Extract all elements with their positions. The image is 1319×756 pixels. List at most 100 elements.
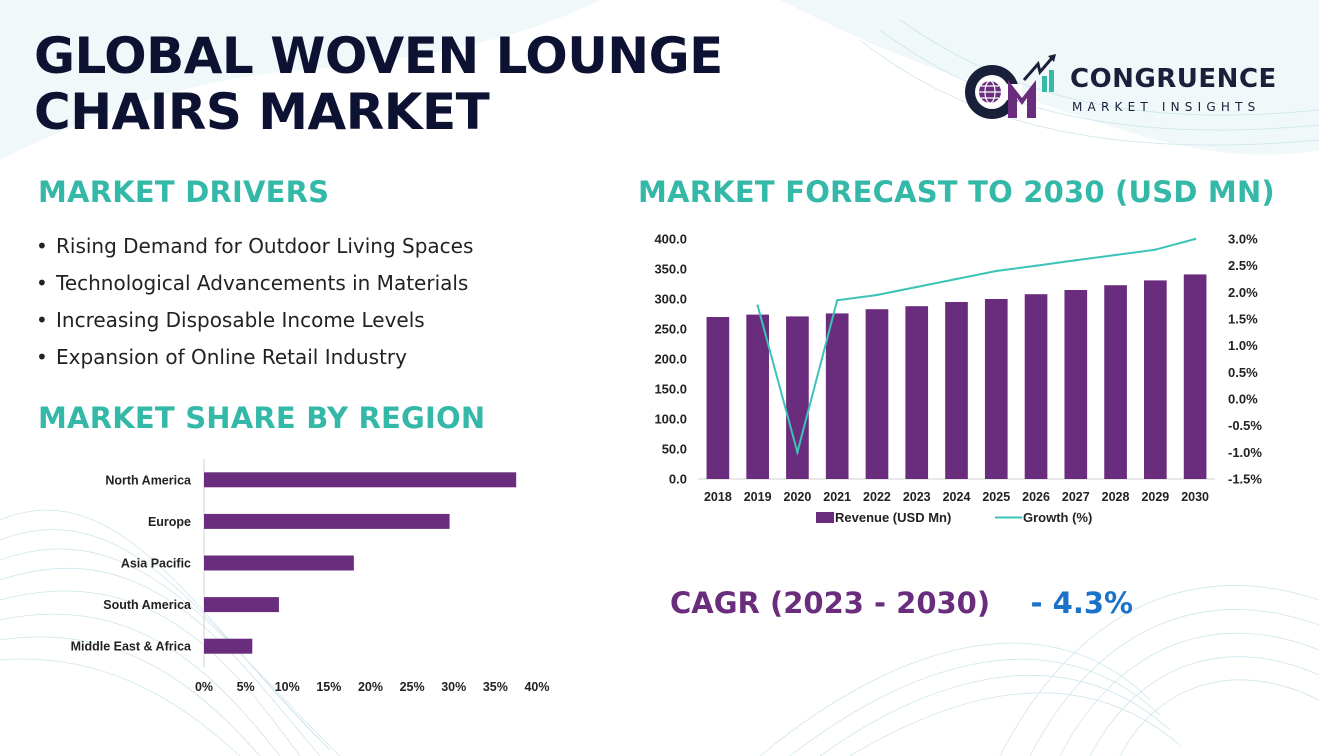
cagr-label: CAGR (2023 - 2030) [670, 586, 991, 620]
page-title: GLOBAL WOVEN LOUNGE CHAIRS MARKET [34, 28, 723, 140]
forecast-chart: 0.0 50.0 100.0 150.0 200.0 250.0 300.0 350.0 400… [654, 232, 1262, 526]
forecast-x-tick-label: 2020 [784, 490, 812, 504]
region-x-tick-label: 5% [237, 680, 255, 694]
growth-line [756, 238, 1196, 457]
growth-point [1154, 248, 1157, 251]
forecast-y-tick-label: 0.0 [669, 472, 687, 487]
growth-point [915, 285, 918, 289]
driver-text: Increasing Disposable Income Levels [56, 308, 425, 332]
driver-item: • Technological Advancements in Materials [36, 269, 473, 306]
forecast-y-tick-label: 100.0 [654, 412, 687, 427]
region-x-tick-label: 15% [316, 680, 341, 694]
region-x-tick-label: 25% [400, 680, 425, 694]
logo-tagline: MARKET INSIGHTS [1072, 100, 1261, 114]
legend-revenue-swatch [816, 512, 834, 523]
cagr-callout: CAGR (2023 - 2030) - 4.3% [670, 586, 1133, 620]
market-drivers-list: • Rising Demand for Outdoor Living Spaces… [36, 232, 473, 380]
region-x-tick-label: 10% [275, 680, 300, 694]
forecast-x-tick-label: 2026 [1022, 490, 1050, 504]
forecast-y2-tick-label: -1.5% [1228, 472, 1262, 487]
revenue-bar [746, 314, 769, 479]
growth-point [1034, 264, 1038, 267]
forecast-x-tick-label: 2028 [1102, 490, 1130, 504]
revenue-bar [1183, 274, 1207, 479]
cagr-value: - 4.3% [1030, 586, 1134, 620]
driver-text: Rising Demand for Outdoor Living Spaces [56, 234, 474, 258]
revenue-bar [825, 313, 849, 479]
bullet-icon: • [36, 308, 48, 332]
legend-growth-label: Growth (%) [1023, 510, 1092, 525]
bullet-icon: • [36, 234, 48, 258]
forecast-x-tick-label: 2030 [1181, 490, 1209, 504]
forecast-x-tick-label: 2027 [1062, 490, 1090, 504]
forecast-y2-tick-label: -1.0% [1228, 445, 1262, 460]
region-bar [204, 555, 354, 571]
growth-point [875, 293, 879, 297]
driver-item: • Increasing Disposable Income Levels [36, 306, 473, 343]
region-bar [204, 597, 279, 613]
region-x-tick-label: 35% [483, 680, 508, 694]
forecast-y2-tick-label: 1.5% [1228, 312, 1258, 327]
region-x-tick-label: 30% [441, 680, 466, 694]
forecast-y2-tick-label: 3.0% [1228, 232, 1258, 247]
region-category-label: Middle East & Africa [71, 640, 192, 654]
growth-point [955, 277, 958, 281]
logo-name: CONGRUENCE [1070, 64, 1277, 94]
forecast-x-tick-label: 2024 [943, 490, 971, 504]
logo-mark-icon [965, 54, 1056, 119]
revenue-bar [1024, 294, 1048, 479]
growth-point [835, 299, 839, 302]
revenue-bar [1064, 290, 1088, 479]
region-category-label: North America [105, 473, 192, 487]
region-category-label: South America [103, 598, 192, 612]
region-x-tick-label: 0% [195, 680, 213, 694]
bullet-icon: • [36, 345, 48, 369]
company-logo: CONGRUENCE MARKET INSIGHTS [962, 50, 1292, 122]
bullet-icon: • [36, 271, 48, 295]
region-share-chart: North America Europe Asia Pacific South Ame… [71, 459, 550, 694]
revenue-bar [1104, 285, 1127, 479]
growth-point [995, 269, 998, 273]
forecast-y2-tick-label: -0.5% [1228, 418, 1262, 433]
region-x-tick-label: 20% [358, 680, 383, 694]
forecast-y-tick-label: 50.0 [662, 442, 687, 457]
forecast-x-tick-label: 2021 [823, 490, 851, 504]
legend-revenue-label: Revenue (USD Mn) [835, 510, 951, 525]
forecast-y2-tick-label: 1.0% [1228, 338, 1258, 353]
region-x-tick-label: 40% [524, 680, 549, 694]
growth-point [1074, 259, 1078, 262]
growth-point [796, 451, 799, 454]
revenue-bar [984, 299, 1008, 479]
revenue-bar [945, 302, 968, 479]
forecast-y-tick-label: 200.0 [654, 352, 687, 367]
page-title-line-1: GLOBAL WOVEN LOUNGE [34, 27, 723, 85]
page-title-line-2: CHAIRS MARKET [34, 83, 490, 141]
forecast-y2-tick-label: 2.0% [1228, 285, 1258, 300]
region-bar [204, 513, 450, 529]
region-bar [204, 472, 517, 488]
forecast-x-tick-label: 2022 [863, 490, 891, 504]
region-category-label: Europe [148, 515, 191, 529]
market-drivers-heading: MARKET DRIVERS [38, 175, 330, 209]
region-bar [204, 638, 253, 654]
driver-item: • Rising Demand for Outdoor Living Spaces [36, 232, 473, 269]
forecast-y2-tick-label: 0.0% [1228, 392, 1258, 407]
forecast-y-tick-label: 300.0 [654, 292, 687, 307]
revenue-bar [706, 317, 730, 479]
driver-text: Technological Advancements in Materials [56, 271, 469, 295]
forecast-y2-tick-label: 2.5% [1228, 258, 1258, 273]
forecast-x-tick-label: 2029 [1141, 490, 1169, 504]
growth-point [1193, 237, 1197, 241]
revenue-bar [786, 316, 809, 479]
forecast-x-tick-label: 2019 [744, 490, 772, 504]
forecast-y2-tick-label: 0.5% [1228, 365, 1258, 380]
region-category-label: Asia Pacific [121, 557, 191, 571]
forecast-y-tick-label: 400.0 [654, 232, 687, 247]
revenue-bar [865, 309, 889, 479]
forecast-y-tick-label: 150.0 [654, 382, 687, 397]
market-share-heading: MARKET SHARE BY REGION [38, 401, 486, 435]
growth-point [1114, 253, 1117, 257]
forecast-y-tick-label: 350.0 [654, 262, 687, 277]
forecast-y-tick-label: 250.0 [654, 322, 687, 337]
